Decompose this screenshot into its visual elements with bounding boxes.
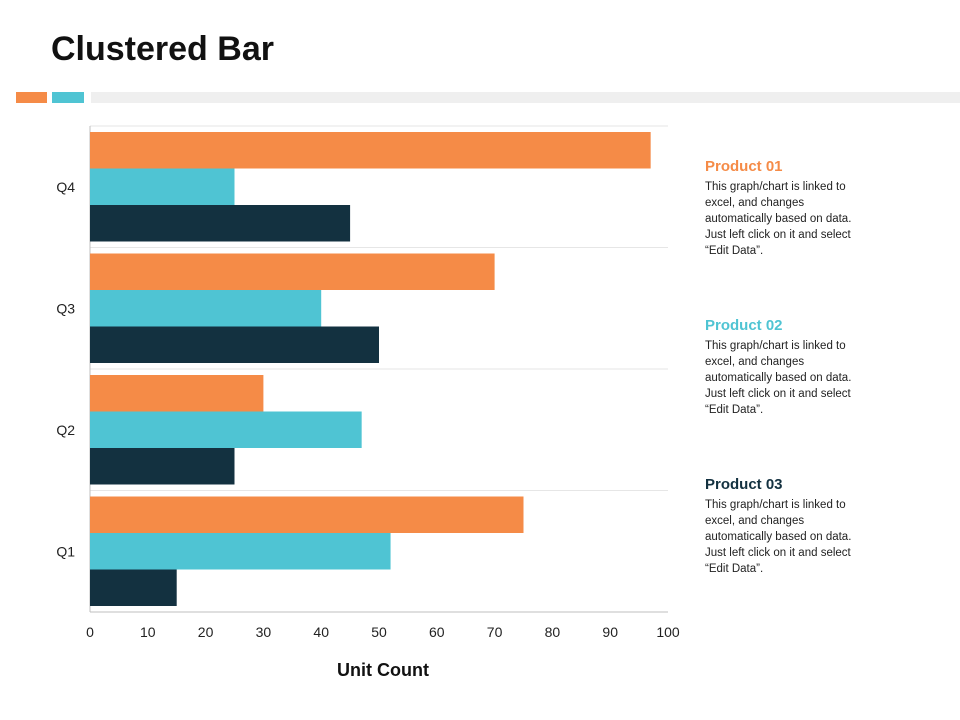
bar-q3-series-1 (90, 253, 495, 290)
bar-q2-series-3 (90, 448, 235, 485)
bar-q3-series-2 (90, 290, 322, 327)
x-tick-label: 20 (198, 624, 214, 640)
legend-title-product-01: Product 01 (705, 158, 783, 175)
legend-product-01: Product 01 This graph/chart is linked to… (705, 158, 865, 259)
legend-text-product-03: This graph/chart is linked to excel, and… (705, 499, 852, 575)
legend-title-product-03: Product 03 (705, 476, 783, 493)
category-label: Q1 (56, 543, 75, 559)
bar-q1-series-2 (90, 533, 391, 570)
legend-product-02: Product 02 This graph/chart is linked to… (705, 317, 865, 418)
x-tick-label: 10 (140, 624, 156, 640)
category-label: Q2 (56, 422, 75, 438)
accent-track (91, 92, 960, 103)
x-tick-label: 30 (256, 624, 272, 640)
x-tick-label: 40 (313, 624, 329, 640)
x-tick-label: 100 (656, 624, 680, 640)
bar-q4-series-2 (90, 168, 235, 205)
legend-title-product-02: Product 02 (705, 317, 783, 334)
bar-q4-series-3 (90, 205, 351, 242)
x-tick-label: 80 (545, 624, 561, 640)
legend-text-product-02: This graph/chart is linked to excel, and… (705, 340, 852, 416)
bar-q4-series-1 (90, 132, 651, 169)
x-tick-label: 60 (429, 624, 445, 640)
x-tick-label: 90 (602, 624, 618, 640)
bar-q1-series-3 (90, 569, 177, 606)
bar-q2-series-2 (90, 411, 362, 448)
bar-q3-series-3 (90, 326, 379, 363)
x-tick-label: 50 (371, 624, 387, 640)
accent-bar-orange (16, 92, 47, 103)
bar-q1-series-1 (90, 496, 524, 533)
legend-product-03: Product 03 This graph/chart is linked to… (705, 476, 865, 577)
x-tick-label: 0 (86, 624, 94, 640)
bar-q2-series-1 (90, 375, 264, 412)
x-axis-title: Unit Count (337, 660, 429, 680)
x-tick-label: 70 (487, 624, 503, 640)
category-label: Q3 (56, 300, 75, 316)
category-label: Q4 (56, 179, 75, 195)
legend-text-product-01: This graph/chart is linked to excel, and… (705, 181, 852, 257)
accent-bar-teal (52, 92, 84, 103)
page-title: Clustered Bar (51, 30, 274, 68)
